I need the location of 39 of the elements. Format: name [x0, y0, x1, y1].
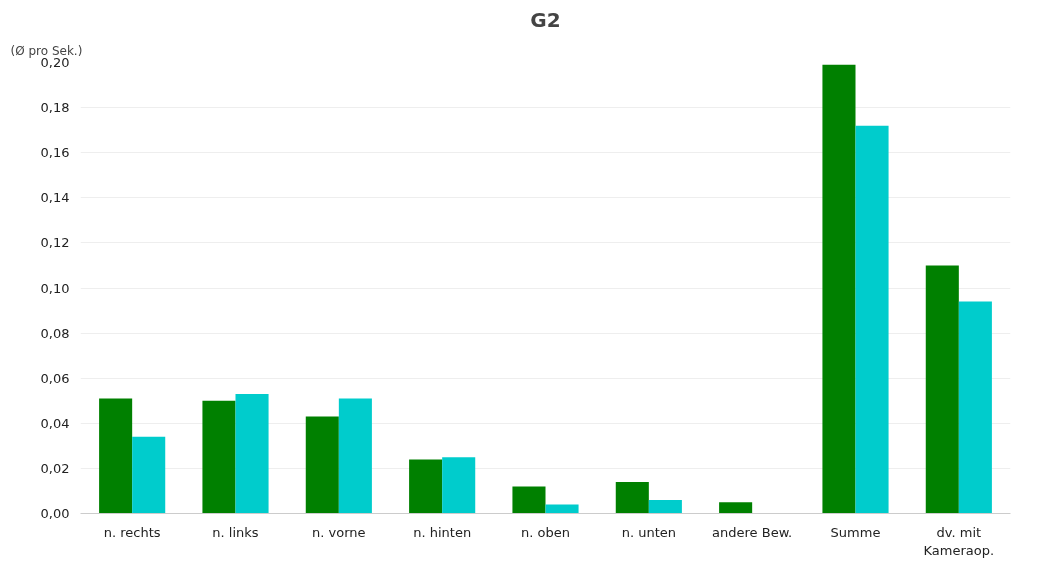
y-tick-label: 0,00 [40, 506, 70, 521]
bar [822, 64, 856, 514]
y-tick-label: 0,18 [40, 100, 70, 116]
bar [648, 499, 682, 514]
y-axis-title: (Ø pro Sek.) [10, 43, 83, 58]
bar [409, 459, 443, 514]
y-tick-label: 0,06 [40, 370, 70, 386]
bar [132, 436, 166, 514]
bar [925, 265, 959, 514]
bar [719, 502, 753, 514]
bar [545, 504, 579, 514]
bar [202, 400, 236, 514]
bar [338, 398, 372, 514]
bar [305, 416, 339, 514]
y-tick-label: 0,02 [40, 460, 70, 476]
x-tick-label: Summe [830, 524, 881, 540]
y-tick-label: 0,12 [40, 235, 70, 251]
y-tick-label: 0,08 [40, 325, 70, 341]
x-tick-label: n. links [212, 524, 259, 540]
y-tick-label: 0,04 [40, 415, 70, 431]
x-tick-label: dv. mit Kameraop. [923, 524, 995, 558]
x-tick-label: andere Bew. [712, 524, 793, 540]
bar [855, 125, 889, 514]
bar [615, 481, 649, 514]
bar [512, 486, 546, 514]
bar [235, 393, 269, 514]
x-tick-label: n. oben [521, 524, 570, 540]
y-tick-label: 0,10 [40, 280, 70, 296]
y-tick-label: 0,16 [40, 145, 70, 161]
bar [99, 398, 133, 514]
bar [958, 301, 992, 514]
x-tick-label: n. hinten [413, 524, 472, 540]
x-tick-label: n. rechts [103, 524, 161, 540]
y-tick-label: 0,20 [40, 55, 70, 70]
x-tick-label: n. vorne [312, 524, 366, 540]
bar [442, 457, 476, 514]
y-tick-label: 0,14 [40, 190, 70, 206]
x-tick-label: n. unten [621, 524, 676, 540]
chart-title: G2 [530, 7, 561, 32]
